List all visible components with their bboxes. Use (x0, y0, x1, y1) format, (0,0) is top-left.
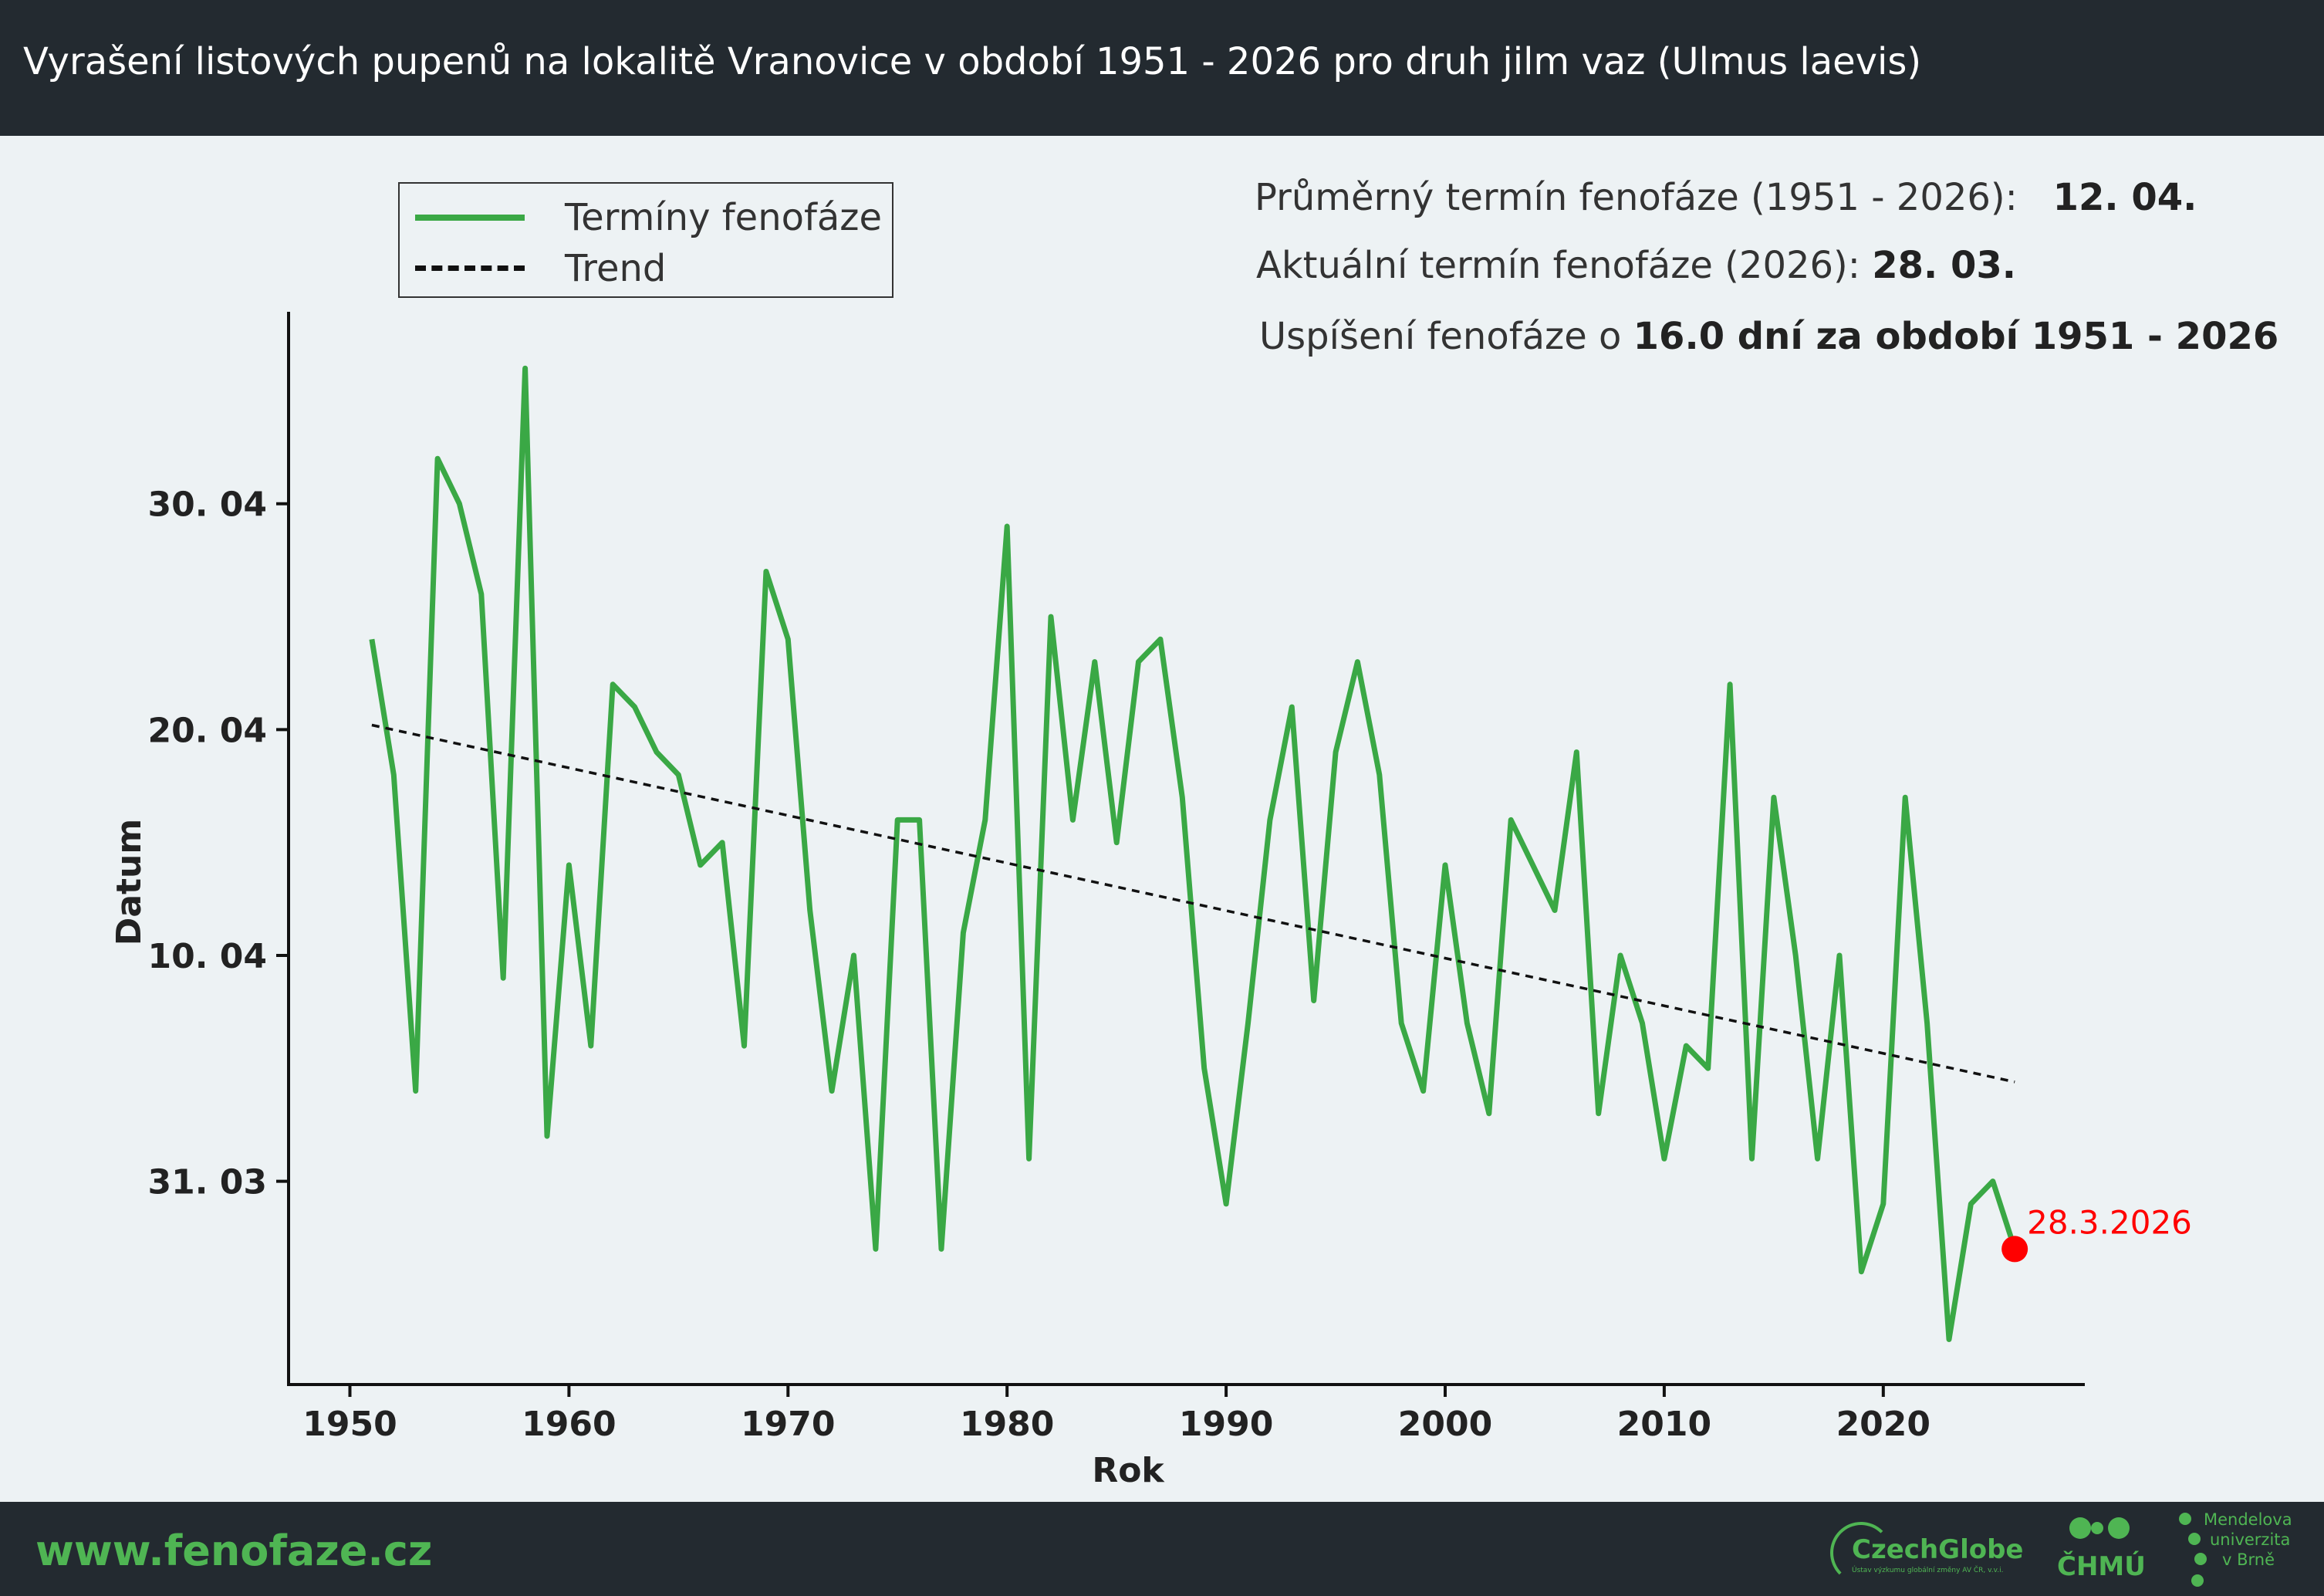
average-date-value: 12. 04. (2052, 176, 2197, 219)
y-ticks: 31. 03 10. 04 20. 04 30. 04 (148, 485, 289, 1202)
legend-dashed-line-icon (415, 265, 525, 271)
current-date-value: 28. 03. (1872, 244, 2016, 287)
x-tick-label: 1950 (302, 1405, 397, 1444)
header-bar: Vyrašení listových pupenů na lokalitě Vr… (0, 0, 2324, 136)
x-tick-label: 2000 (1398, 1405, 1492, 1444)
x-ticks: 1950 1960 1970 1980 1990 2000 2010 2020 (302, 1385, 1930, 1444)
legend-item-trend: Trend (400, 242, 892, 290)
x-tick-label: 1990 (1179, 1405, 1273, 1444)
legend-solid-line-icon (415, 215, 525, 221)
average-date-info: Průměrný termín fenofáze (1951 - 2026): … (1255, 176, 2197, 219)
current-year-point (2001, 1236, 2028, 1263)
y-axis-label: Datum (110, 819, 149, 945)
y-tick-label: 31. 03 (148, 1163, 268, 1202)
current-date-info: Aktuální termín fenofáze (2026): 28. 03. (1256, 244, 2016, 287)
y-tick-label: 30. 04 (148, 485, 268, 525)
chart-axes (287, 312, 2085, 1386)
mendel-university-logo: Mendelova univerzita v Brně (2177, 1510, 2316, 1594)
czechglobe-logo: CzechGlobe Ústav výzkumu globální změny … (1830, 1522, 2023, 1584)
current-date-label: Aktuální termín fenofáze (2026): (1256, 244, 1860, 287)
current-year-label: 28.3.2026 (2027, 1203, 2192, 1241)
x-tick-label: 2010 (1617, 1405, 1711, 1444)
average-date-label: Průměrný termín fenofáze (1951 - 2026): (1255, 176, 2018, 219)
phenology-line (369, 365, 2018, 1342)
chmu-logo: ČHMÚ (2057, 1516, 2146, 1585)
x-tick-label: 1970 (741, 1405, 835, 1444)
legend-item-observations: Termíny fenofáze (400, 191, 892, 239)
legend-label: Trend (565, 247, 667, 290)
czechglobe-ring-icon (1830, 1522, 1892, 1584)
x-tick-label: 2020 (1836, 1405, 1930, 1444)
shift-value: 16.0 dní za období 1951 - 2026 (1633, 315, 2279, 358)
chmu-dots-icon (2069, 1517, 2130, 1539)
legend-label: Termíny fenofáze (565, 196, 883, 239)
phenology-chart: 31. 03 10. 04 20. 04 30. 04 1950 1960 1970 198… (110, 312, 2192, 1490)
footer-bar: www.fenofaze.cz CzechGlobe Ústav výzkumu… (0, 1502, 2324, 1596)
shift-info: Uspíšení fenofáze o 16.0 dní za období 1… (1259, 315, 2278, 358)
page-title: Vyrašení listových pupenů na lokalitě Vr… (23, 40, 1922, 83)
chart-legend: Termíny fenofáze Trend (398, 182, 893, 298)
x-tick-label: 1980 (960, 1405, 1054, 1444)
mendel-dots-icon (2179, 1513, 2207, 1587)
chart-series (369, 365, 2018, 1342)
trend-line (371, 723, 2015, 1084)
website-link[interactable]: www.fenofaze.cz (35, 1527, 433, 1575)
shift-label: Uspíšení fenofáze o (1259, 315, 1622, 358)
x-axis-label: Rok (1092, 1451, 1165, 1490)
x-tick-label: 1960 (522, 1405, 616, 1444)
y-tick-label: 20. 04 (148, 711, 268, 750)
y-tick-label: 10. 04 (148, 937, 268, 976)
current-year-highlight: 28.3.2026 (2001, 1203, 2192, 1263)
